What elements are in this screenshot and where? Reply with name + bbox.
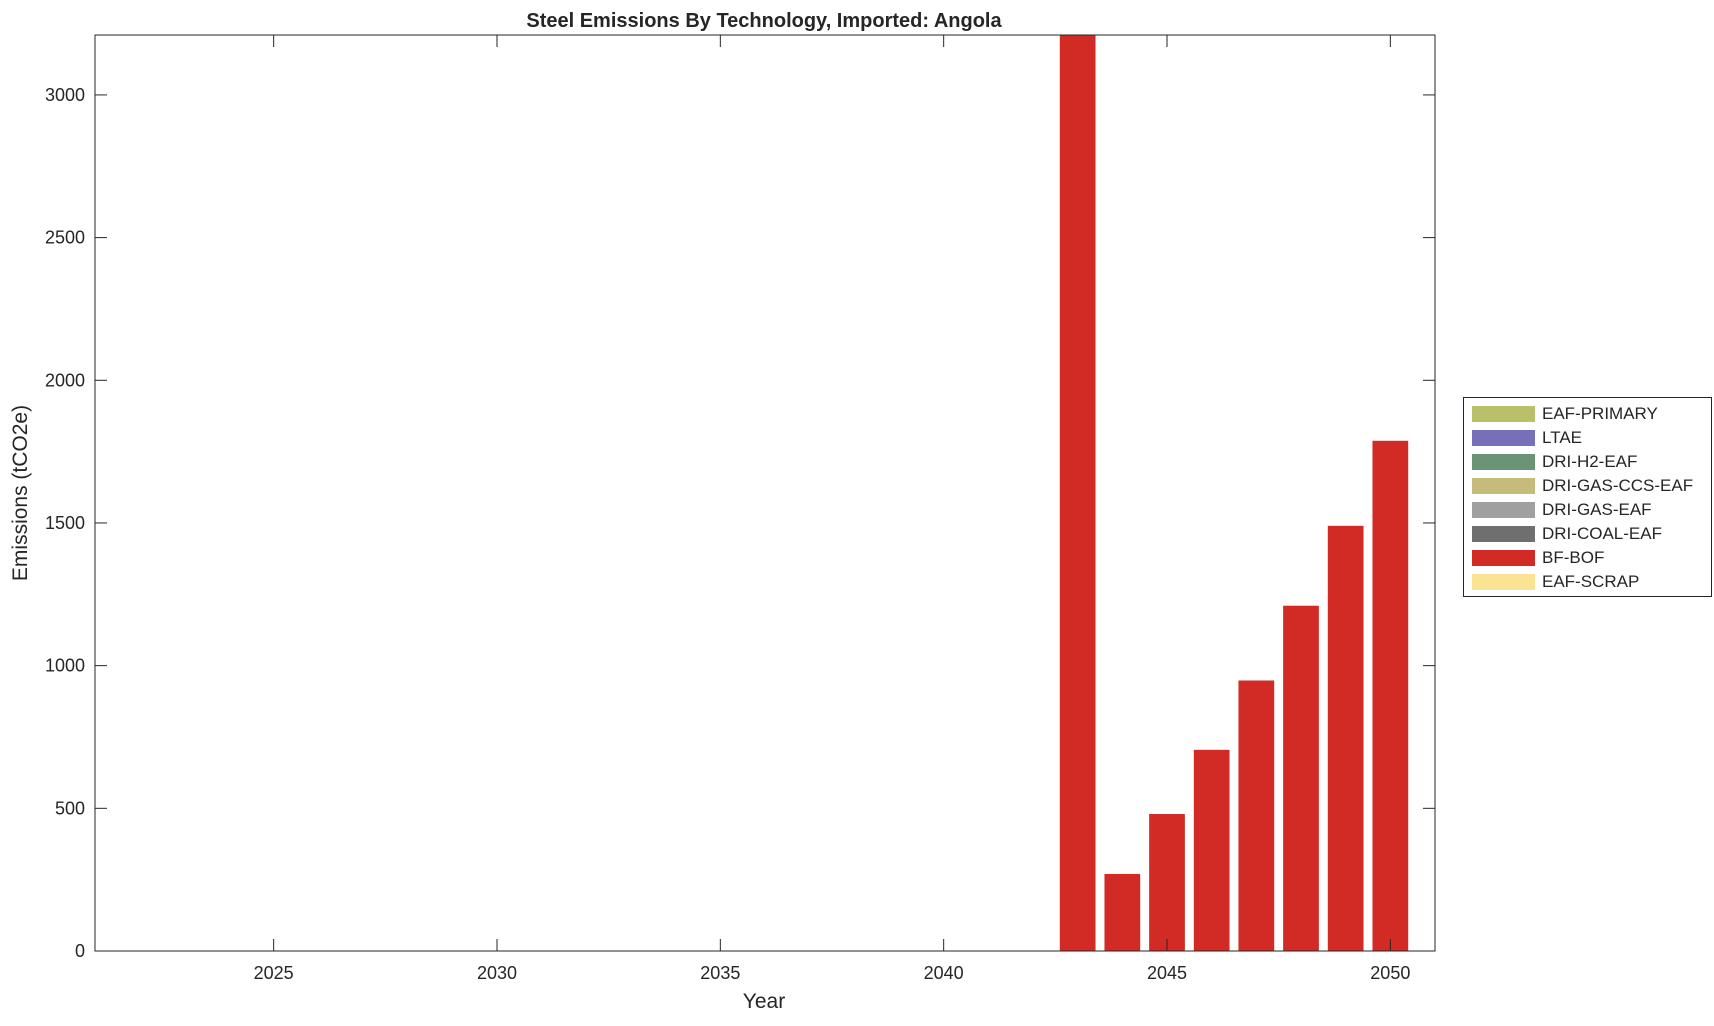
y-tick-label: 2000 [45,370,85,390]
legend-swatch [1472,526,1535,542]
legend-swatch [1472,574,1535,590]
legend-label: LTAE [1542,428,1582,447]
legend-label: EAF-SCRAP [1542,572,1640,591]
legend-item: DRI-COAL-EAF [1472,524,1662,543]
y-tick-label: 2500 [45,228,85,248]
legend-item: DRI-GAS-CCS-EAF [1472,476,1694,495]
bar-bf-bof-2044 [1104,873,1141,951]
y-tick-label: 500 [55,798,85,818]
x-axis-label: Year [743,990,785,1013]
x-axis: 2025 2030 2035 2040 2045 2050 [254,35,1410,983]
x-tick-label: 2045 [1147,963,1187,983]
x-tick-label: 2030 [477,963,517,983]
x-tick-label: 2035 [700,963,740,983]
bar-bf-bof-2050 [1372,440,1409,951]
bars-layer [1059,35,1409,951]
bar-bf-bof-2048 [1283,605,1319,951]
legend-label: DRI-GAS-EAF [1542,500,1652,519]
bar-bf-bof-2046 [1193,749,1230,951]
legend-swatch [1472,550,1535,566]
x-tick-label: 2040 [924,963,964,983]
y-axis: 0 500 1000 1500 2000 2500 3000 [45,85,1435,961]
legend-swatch [1472,430,1535,446]
legend-item: EAF-SCRAP [1472,572,1640,591]
bar-bf-bof-2047 [1238,680,1275,951]
legend-item: DRI-GAS-EAF [1472,500,1652,519]
legend-label: DRI-GAS-CCS-EAF [1542,476,1694,495]
y-tick-label: 1000 [45,656,85,676]
legend-label: BF-BOF [1542,548,1605,567]
legend-label: EAF-PRIMARY [1542,404,1658,423]
plot-area [94,34,1436,952]
legend-item: EAF-PRIMARY [1472,404,1658,423]
chart-title: Steel Emissions By Technology, Imported:… [526,10,1002,32]
legend-item: LTAE [1472,428,1582,447]
y-tick-label: 0 [75,941,85,961]
bar-bf-bof-2043 [1059,35,1096,951]
y-tick-label: 3000 [45,85,85,105]
legend-swatch [1472,502,1535,518]
legend-label: DRI-COAL-EAF [1542,524,1662,543]
bar-bf-bof-2045 [1149,814,1185,951]
legend: EAF-PRIMARY LTAE DRI-H2-EAF DRI-GAS-CCS-EAF… [1463,397,1712,597]
legend-swatch [1472,406,1535,422]
legend-swatch [1472,454,1535,470]
legend-label: DRI-H2-EAF [1542,452,1638,471]
legend-swatch [1472,478,1535,494]
legend-item: DRI-H2-EAF [1472,452,1638,471]
bar-bf-bof-2049 [1327,525,1364,951]
y-tick-label: 1500 [45,513,85,533]
x-tick-label: 2050 [1370,963,1410,983]
y-axis-label: Emissions (tCO2e) [9,405,32,581]
x-tick-label: 2025 [254,963,294,983]
legend-item: BF-BOF [1472,548,1605,567]
